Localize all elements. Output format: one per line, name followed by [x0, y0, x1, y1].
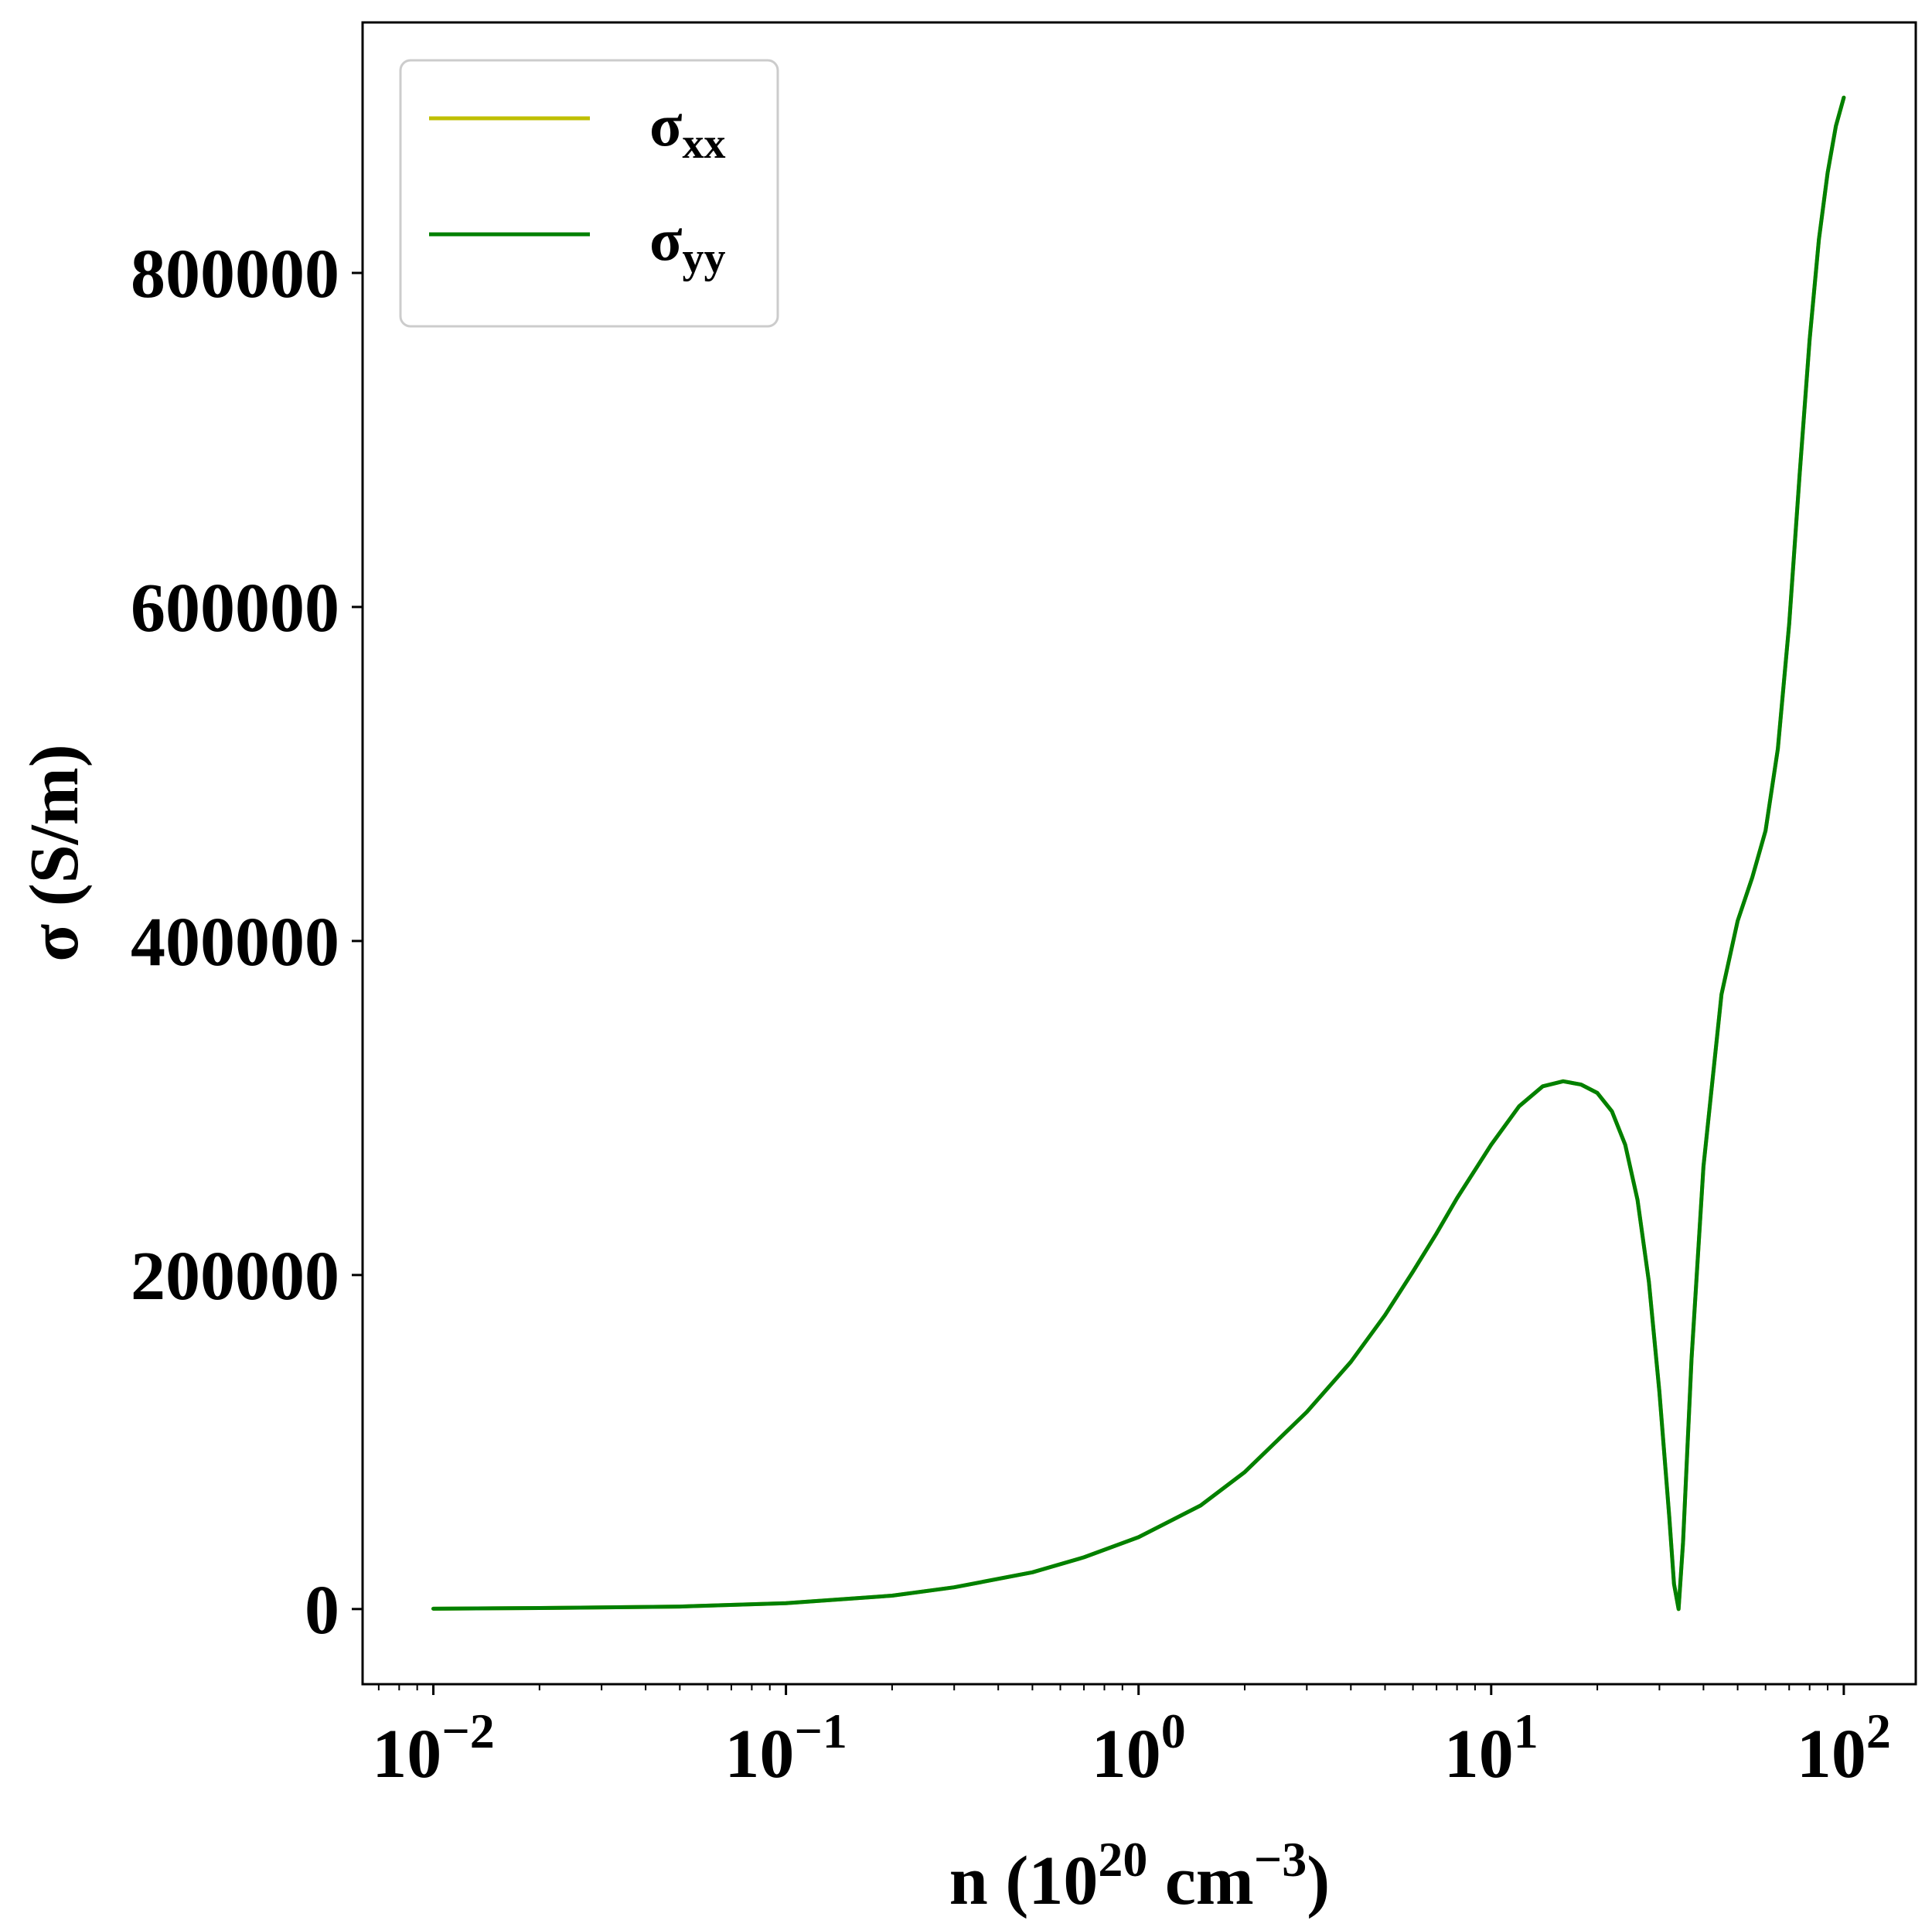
legend-label-sigma-yy-sub: yy	[682, 234, 725, 282]
x-tick-label: 10−1	[724, 1704, 847, 1792]
y-axis-ticks: 0 200000 400000 600000 800000	[131, 236, 363, 1649]
x-axis-ticks: 10−2 10−1 100 101 102	[372, 1684, 1891, 1792]
y-axis-label: σ (S/m)	[16, 744, 93, 961]
y-tick-label: 0	[305, 1572, 339, 1649]
legend-label-sigma-xx: σxx	[649, 91, 725, 168]
y-tick-label: 400000	[131, 904, 339, 981]
plot-frame	[361, 21, 1917, 1686]
x-tick-label-exponent: −2	[441, 1704, 494, 1758]
plot-lines	[431, 95, 1846, 1612]
y-tick-label: 200000	[131, 1238, 339, 1315]
legend-box	[399, 59, 779, 328]
x-tick-label: 10−2	[372, 1704, 494, 1792]
x-tick-label: 100	[1092, 1704, 1186, 1792]
x-tick-label: 102	[1797, 1704, 1891, 1792]
x-axis-label-mid: cm	[1147, 1843, 1253, 1919]
x-tick-label-exponent: 1	[1514, 1704, 1538, 1758]
y-tick-label: 800000	[131, 236, 339, 312]
x-axis-label-sup1: 20	[1098, 1832, 1147, 1887]
y-tick-label: 600000	[131, 570, 339, 646]
x-tick-label: 101	[1444, 1704, 1538, 1792]
x-axis-label: n (1020 cm−3)	[949, 1832, 1330, 1919]
x-axis-label-sup2: −3	[1254, 1832, 1307, 1887]
x-axis-label-base: n (10	[949, 1843, 1099, 1919]
x-tick-label-base: 10	[1092, 1716, 1161, 1792]
x-tick-label-exponent: 0	[1161, 1704, 1186, 1758]
x-tick-label-base: 10	[1444, 1716, 1514, 1792]
series-line-yy	[431, 95, 1846, 1612]
x-tick-label-exponent: 2	[1866, 1704, 1891, 1758]
legend-label-sigma-yy-base: σ	[649, 206, 682, 273]
x-axis-label-end: )	[1307, 1843, 1330, 1919]
x-tick-label-base: 10	[372, 1716, 441, 1792]
x-tick-label-exponent: −1	[794, 1704, 847, 1758]
legend-label-sigma-xx-sub: xx	[682, 120, 725, 168]
legend-label-sigma-xx-base: σ	[649, 91, 682, 159]
x-tick-label-base: 10	[724, 1716, 794, 1792]
legend: σxx σyy	[399, 59, 779, 328]
x-tick-label-base: 10	[1797, 1716, 1866, 1792]
legend-label-sigma-yy: σyy	[649, 206, 725, 282]
